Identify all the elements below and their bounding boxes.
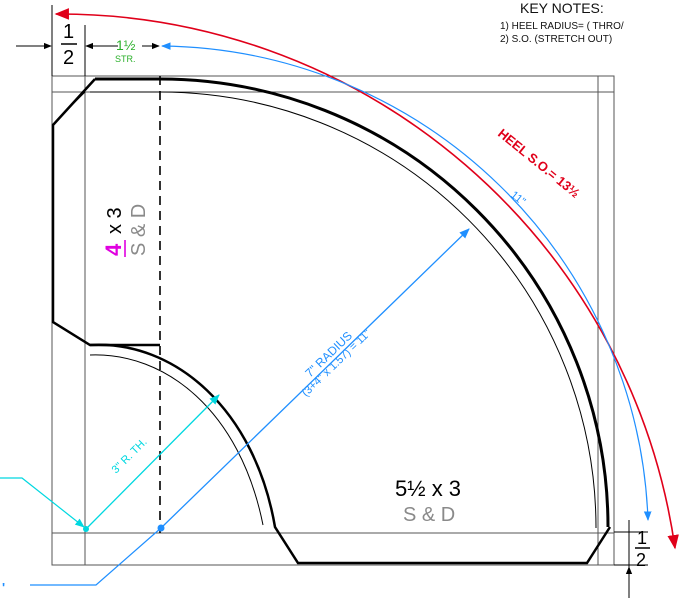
top-half-num: 1 (63, 21, 74, 43)
heel-so-label: HEEL S.O.= 13½ (495, 126, 583, 201)
center-leader (30, 527, 162, 586)
eleven-label: 11" (508, 189, 528, 208)
eleven-arc (161, 42, 652, 521)
cheek-size-group: 4 x 3 S & D (101, 204, 150, 257)
top-half-den: 2 (63, 47, 74, 69)
throat-radius-line (85, 394, 220, 530)
str-label: STR. (115, 54, 136, 64)
cheek-num: 4 (101, 243, 126, 256)
right-half-den: 2 (636, 550, 646, 570)
cheek-x: x 3 (104, 207, 126, 234)
partial-left-label: ' (2, 580, 5, 595)
right-half-num: 1 (637, 528, 647, 548)
cheek-sd: S & D (128, 204, 150, 256)
key-note-1: 1) HEEL RADIUS= ( THRO/ (500, 21, 624, 32)
throat-leader (0, 477, 85, 528)
key-note-2: 2) S.O. (STRETCH OUT) (500, 34, 613, 45)
radius-line (160, 228, 470, 529)
heel-so-arc (54, 8, 679, 550)
bottom-sd: S & D (403, 504, 455, 526)
left-cheek-thin (64, 91, 86, 113)
throat-curve (89, 343, 612, 565)
bottom-size: 5½ x 3 (395, 476, 461, 501)
str-value: 1½ (116, 37, 136, 53)
key-notes-title: KEY NOTES: (520, 0, 604, 16)
